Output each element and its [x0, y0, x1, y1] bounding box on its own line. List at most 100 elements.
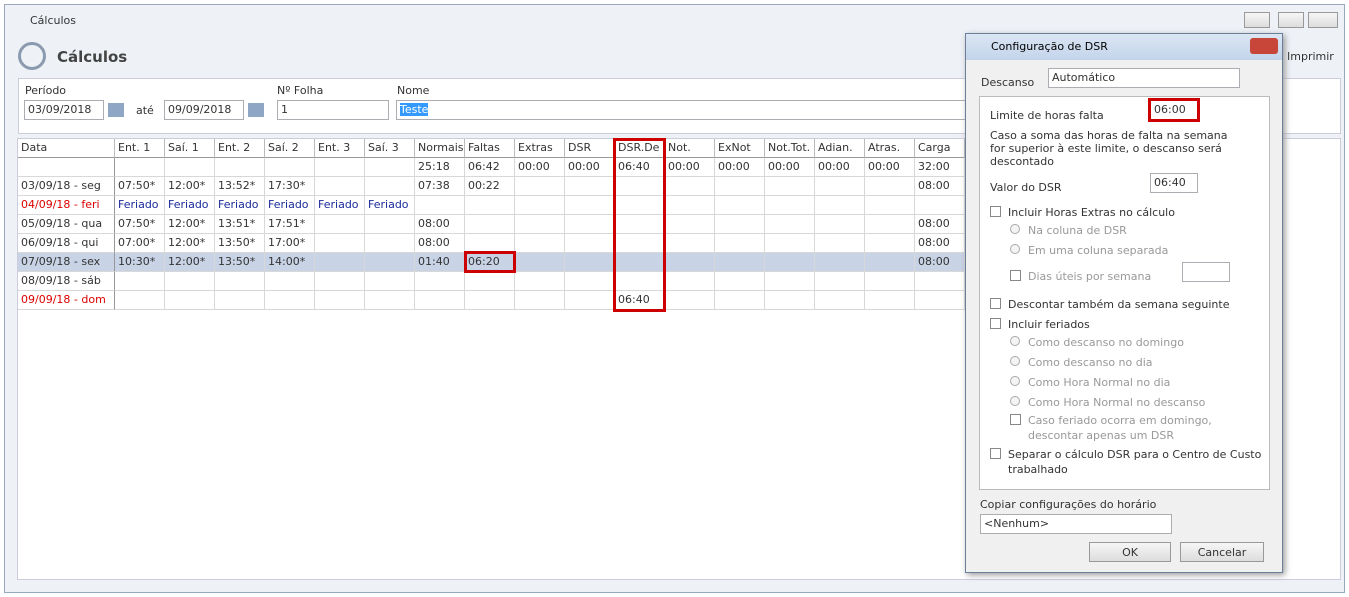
cell[interactable]: [315, 291, 365, 310]
maximize[interactable]: [1278, 12, 1304, 28]
cell[interactable]: 08:00: [415, 215, 465, 234]
cell[interactable]: 08:00: [915, 253, 965, 272]
cell[interactable]: [315, 253, 365, 272]
cell[interactable]: 17:30*: [265, 177, 315, 196]
minimize[interactable]: [1244, 12, 1270, 28]
cell[interactable]: [815, 253, 865, 272]
cell[interactable]: [515, 291, 565, 310]
end-date[interactable]: 09/09/2018: [164, 100, 244, 120]
cell[interactable]: [515, 234, 565, 253]
cell[interactable]: [215, 291, 265, 310]
row-header[interactable]: 09/09/18 - dom: [18, 291, 115, 310]
dialog-close[interactable]: [1250, 38, 1278, 54]
column-header[interactable]: Extras: [515, 139, 565, 158]
cell[interactable]: [815, 215, 865, 234]
cell[interactable]: Feriado: [265, 196, 315, 215]
cell[interactable]: [665, 253, 715, 272]
checkbox[interactable]: [990, 448, 1001, 459]
calendar-icon[interactable]: [248, 103, 264, 117]
cell[interactable]: [715, 234, 765, 253]
cell[interactable]: [515, 253, 565, 272]
radio[interactable]: [1010, 244, 1020, 254]
cell[interactable]: 13:50*: [215, 253, 265, 272]
cell[interactable]: [815, 177, 865, 196]
column-header[interactable]: Saí. 1: [165, 139, 215, 158]
cell[interactable]: [665, 291, 715, 310]
cell[interactable]: Feriado: [315, 196, 365, 215]
cell[interactable]: [365, 272, 415, 291]
cell[interactable]: [465, 215, 515, 234]
cell[interactable]: [765, 177, 815, 196]
column-header[interactable]: Ent. 2: [215, 139, 265, 158]
cell[interactable]: [765, 272, 815, 291]
cell[interactable]: [715, 253, 765, 272]
cell[interactable]: [865, 215, 915, 234]
column-header[interactable]: Ent. 1: [115, 139, 165, 158]
column-header[interactable]: Saí. 2: [265, 139, 315, 158]
cell[interactable]: [765, 291, 815, 310]
cell[interactable]: 13:50*: [215, 234, 265, 253]
column-header[interactable]: Not.Tot.: [765, 139, 815, 158]
cell[interactable]: [415, 196, 465, 215]
cell[interactable]: Feriado: [115, 196, 165, 215]
cell[interactable]: [765, 253, 815, 272]
cell[interactable]: 13:52*: [215, 177, 265, 196]
cell[interactable]: [415, 272, 465, 291]
checkbox[interactable]: [990, 318, 1001, 329]
cell[interactable]: [865, 177, 915, 196]
cell[interactable]: [665, 272, 715, 291]
cell[interactable]: [365, 234, 415, 253]
cell[interactable]: [565, 253, 615, 272]
cell[interactable]: [115, 272, 165, 291]
cell[interactable]: 01:40: [415, 253, 465, 272]
cell[interactable]: 10:30*: [115, 253, 165, 272]
cell[interactable]: 07:38: [415, 177, 465, 196]
column-header[interactable]: Ent. 3: [315, 139, 365, 158]
cell[interactable]: [865, 291, 915, 310]
cell[interactable]: [715, 215, 765, 234]
start-date[interactable]: 03/09/2018: [24, 100, 104, 120]
column-header[interactable]: Saí. 3: [365, 139, 415, 158]
cell[interactable]: [515, 196, 565, 215]
cell[interactable]: [715, 196, 765, 215]
radio[interactable]: [1010, 224, 1020, 234]
row-header[interactable]: 03/09/18 - seg: [18, 177, 115, 196]
cell[interactable]: 12:00*: [165, 253, 215, 272]
workdays-input[interactable]: [1182, 262, 1230, 282]
column-header[interactable]: Not.: [665, 139, 715, 158]
column-header[interactable]: Carga: [915, 139, 965, 158]
cancel-button[interactable]: Cancelar: [1180, 542, 1264, 562]
radio[interactable]: [1010, 336, 1020, 346]
checkbox[interactable]: [1010, 270, 1021, 281]
cell[interactable]: [865, 272, 915, 291]
radio[interactable]: [1010, 376, 1020, 386]
cell[interactable]: [465, 272, 515, 291]
column-header[interactable]: DSR: [565, 139, 615, 158]
cell[interactable]: [215, 272, 265, 291]
cell[interactable]: [915, 272, 965, 291]
cell[interactable]: [315, 234, 365, 253]
copy-select[interactable]: <Nenhum>: [980, 514, 1172, 534]
cell[interactable]: 13:51*: [215, 215, 265, 234]
cell[interactable]: 07:50*: [115, 215, 165, 234]
cell[interactable]: [815, 234, 865, 253]
cell[interactable]: [815, 196, 865, 215]
cell[interactable]: [565, 196, 615, 215]
cell[interactable]: [315, 272, 365, 291]
column-header[interactable]: Adian.: [815, 139, 865, 158]
cell[interactable]: 07:00*: [115, 234, 165, 253]
checkbox[interactable]: [990, 298, 1001, 309]
cell[interactable]: [315, 215, 365, 234]
cell[interactable]: [865, 196, 915, 215]
cell[interactable]: [365, 177, 415, 196]
cell[interactable]: 00:22: [465, 177, 515, 196]
sheet-input[interactable]: 1: [277, 100, 389, 120]
row-header[interactable]: 04/09/18 - feri: [18, 196, 115, 215]
cell[interactable]: 17:51*: [265, 215, 315, 234]
row-header[interactable]: 06/09/18 - qui: [18, 234, 115, 253]
cell[interactable]: [515, 272, 565, 291]
cell[interactable]: [465, 291, 515, 310]
row-header[interactable]: 05/09/18 - qua: [18, 215, 115, 234]
column-header[interactable]: Atras.: [865, 139, 915, 158]
cell[interactable]: 17:00*: [265, 234, 315, 253]
